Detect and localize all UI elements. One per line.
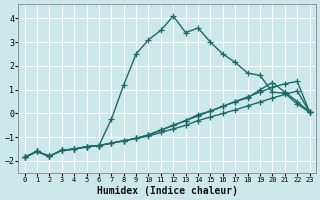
X-axis label: Humidex (Indice chaleur): Humidex (Indice chaleur) <box>97 186 237 196</box>
